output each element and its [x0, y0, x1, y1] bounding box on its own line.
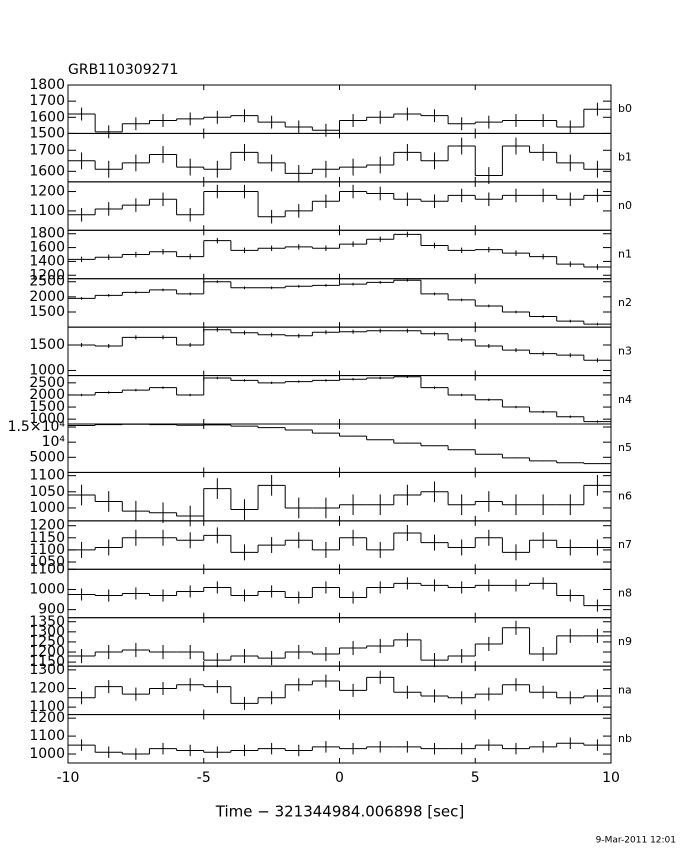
x-tick-label: -10	[57, 770, 80, 786]
y-tick-label: 1.5×10⁴	[8, 419, 66, 435]
y-tick-label: 1100	[29, 728, 65, 744]
y-tick-label: 1300	[29, 662, 65, 678]
y-tick-label: 1250	[29, 634, 65, 650]
y-tick-label: 1000	[29, 500, 65, 516]
y-tick-label: 1700	[29, 142, 65, 158]
panel-label: b0	[618, 102, 632, 115]
panel-label: n8	[618, 587, 632, 600]
y-tick-label: 1100	[29, 468, 65, 484]
panel-frame	[67, 278, 612, 328]
panel-label: n0	[618, 199, 632, 212]
x-tick-label: 10	[602, 770, 620, 786]
y-tick-label: 2500	[29, 375, 65, 391]
y-tick-label: 1600	[29, 240, 65, 256]
y-tick-label: 5000	[29, 449, 65, 465]
y-tick-label: 1500	[29, 304, 65, 320]
y-tick-label: 1500	[29, 337, 65, 353]
y-tick-label: 1100	[29, 561, 65, 577]
y-tick-label: 1050	[29, 554, 65, 570]
x-tick-label: 0	[335, 770, 344, 786]
panel-label: n6	[618, 490, 632, 503]
y-tick-label: 1300	[29, 624, 65, 640]
y-tick-label: 1150	[29, 654, 65, 670]
y-tick-label: 1000	[29, 581, 65, 597]
y-tick-label: 1200	[29, 680, 65, 696]
y-tick-label: 1150	[29, 530, 65, 546]
y-tick-label: 10⁴	[42, 434, 66, 450]
y-tick-label: 1500	[29, 125, 65, 141]
y-tick-label: 2000	[29, 289, 65, 305]
y-tick-label: 1400	[29, 253, 65, 269]
y-tick-label: 1100	[29, 203, 65, 219]
panel-label: n3	[618, 344, 632, 357]
chart-title: GRB110309271	[68, 62, 178, 78]
x-axis-label: Time − 321344984.006898 [sec]	[215, 803, 465, 821]
panel-label: b1	[618, 151, 632, 164]
y-tick-label: 1000	[29, 362, 65, 378]
panel-label: n4	[618, 393, 632, 406]
y-tick-label: 1700	[29, 93, 65, 109]
panel-label: n2	[618, 296, 632, 309]
panel-frame	[67, 714, 612, 764]
y-tick-label: 1600	[29, 163, 65, 179]
y-tick-label: 1200	[29, 518, 65, 534]
x-tick-label: -5	[197, 770, 211, 786]
y-tick-label: 2500	[29, 274, 65, 290]
y-tick-label: 1500	[29, 399, 65, 415]
y-tick-label: 1200	[29, 710, 65, 726]
panel-frame	[67, 471, 612, 522]
y-tick-label: 1200	[29, 267, 65, 283]
panel-frame	[67, 423, 612, 473]
y-tick-label: 1100	[29, 699, 65, 715]
panel-label: n5	[618, 441, 632, 454]
y-tick-label: 1350	[29, 614, 65, 630]
y-tick-label: 1100	[29, 542, 65, 558]
y-tick-label: 1600	[29, 109, 65, 125]
panel-label: n9	[618, 635, 632, 648]
y-tick-label: 1800	[29, 226, 65, 242]
x-tick-label: 5	[471, 770, 480, 786]
panel-label: n7	[618, 538, 632, 551]
panel-label: na	[618, 683, 632, 696]
y-tick-label: 2000	[29, 387, 65, 403]
footer: 9-Mar-2011 12:01	[596, 836, 676, 846]
panel-label: n1	[618, 248, 632, 261]
y-tick-label: 1800	[29, 77, 65, 93]
panel-frame	[67, 375, 612, 425]
y-tick-label: 1200	[29, 644, 65, 660]
y-tick-label: 900	[38, 602, 65, 618]
y-tick-label: 1200	[29, 184, 65, 200]
panel-frame	[67, 181, 612, 231]
y-tick-label: 1000	[29, 746, 65, 762]
y-tick-label: 1050	[29, 484, 65, 500]
panel-label: nb	[618, 732, 632, 745]
y-tick-label: 1000	[29, 411, 65, 427]
